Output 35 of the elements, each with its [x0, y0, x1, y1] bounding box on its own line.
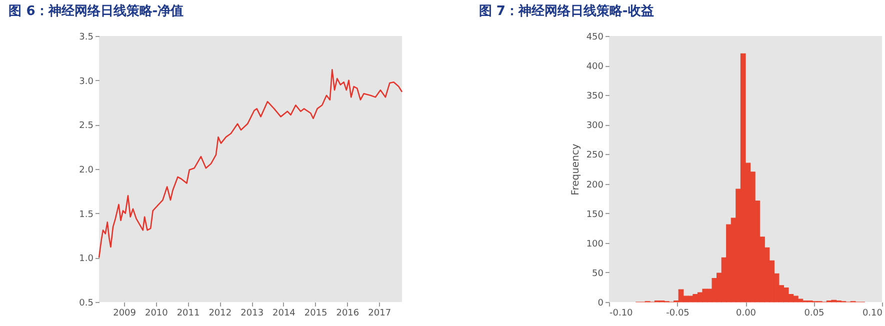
chart-title: 图 6：神经网络日线策略-净值: [8, 3, 184, 19]
y-tick-label: 300: [586, 121, 604, 132]
line-series: [98, 69, 403, 258]
chart-title: 图 7：神经网络日线策略-收益: [478, 3, 654, 19]
y-tick-label: 400: [586, 62, 604, 72]
y-tick-label: 0: [598, 298, 604, 308]
x-tick-label: 2009: [113, 308, 136, 318]
x-tick-label: -0.05: [666, 308, 690, 318]
y-tick-label: 3.0: [79, 76, 94, 87]
y-tick-label: 2.5: [79, 121, 94, 132]
x-tick-label: 0.00: [736, 308, 756, 318]
y-axis-title: Frequency: [570, 144, 582, 196]
y-tick-label: 350: [586, 92, 604, 102]
x-tick-label: 2014: [272, 308, 296, 318]
x-tick-label: 2012: [208, 308, 232, 318]
x-tick-label: 0.10: [862, 308, 883, 318]
y-tick-label: 1.5: [79, 210, 94, 220]
y-tick-label: 3.5: [79, 32, 94, 42]
x-tick-label: 2013: [240, 308, 264, 318]
x-tick-label: 2016: [336, 308, 360, 318]
x-tick-label: -0.10: [610, 308, 634, 318]
y-tick-label: 0.5: [79, 298, 94, 308]
x-tick-label: 2011: [176, 308, 200, 318]
y-tick-label: 2.0: [79, 166, 94, 176]
y-tick-label: 250: [586, 150, 604, 161]
x-tick-label: 2015: [304, 308, 328, 318]
x-tick-label: 0.05: [804, 308, 824, 318]
y-tick-label: 1.0: [79, 254, 94, 264]
y-tick-label: 100: [586, 239, 604, 250]
y-tick-label: 50: [592, 268, 604, 279]
y-tick-label: 450: [586, 32, 604, 42]
y-tick-label: 200: [586, 180, 604, 190]
x-tick-label: 2010: [144, 308, 168, 318]
y-tick-label: 150: [586, 210, 604, 220]
x-tick-label: 2017: [368, 308, 392, 318]
